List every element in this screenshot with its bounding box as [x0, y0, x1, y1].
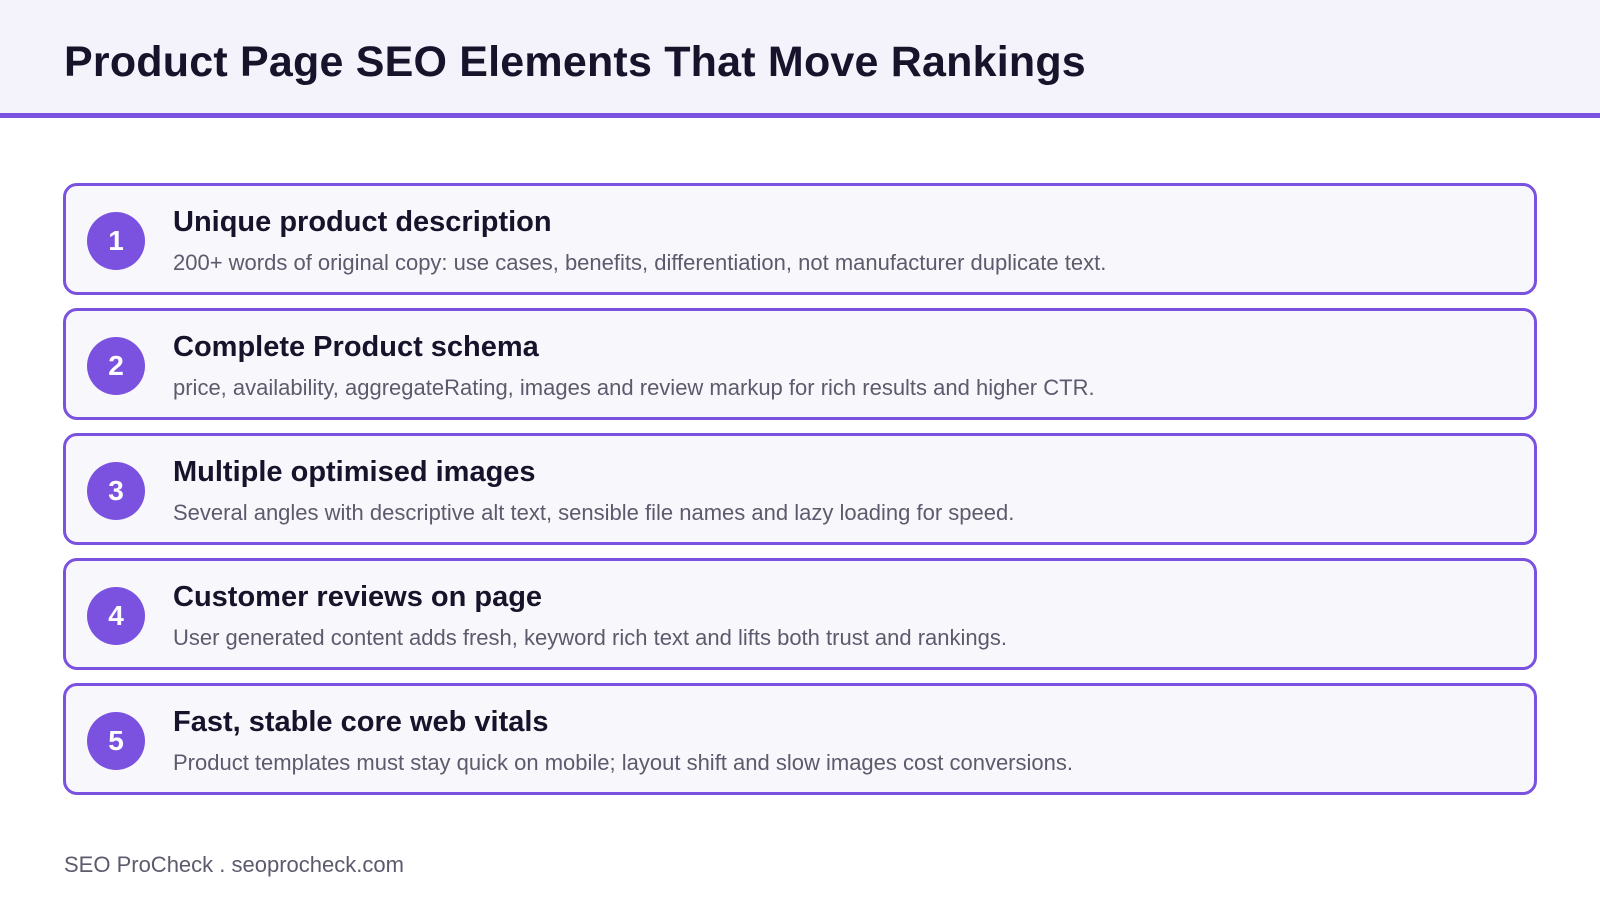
- number-badge: 2: [87, 337, 145, 395]
- list-item-product-schema: 2 Complete Product schema price, availab…: [63, 308, 1537, 420]
- list-item-core-web-vitals: 5 Fast, stable core web vitals Product t…: [63, 683, 1537, 795]
- item-title: Fast, stable core web vitals: [173, 706, 549, 738]
- item-description: Several angles with descriptive alt text…: [173, 500, 1015, 525]
- page-title: Product Page SEO Elements That Move Rank…: [64, 38, 1086, 86]
- item-title: Complete Product schema: [173, 331, 539, 363]
- list-item-customer-reviews: 4 Customer reviews on page User generate…: [63, 558, 1537, 670]
- list-item-optimised-images: 3 Multiple optimised images Several angl…: [63, 433, 1537, 545]
- item-description: 200+ words of original copy: use cases, …: [173, 250, 1107, 275]
- header-bar: Product Page SEO Elements That Move Rank…: [0, 0, 1600, 118]
- seo-elements-list: 1 Unique product description 200+ words …: [63, 183, 1537, 808]
- item-title: Unique product description: [173, 206, 552, 238]
- item-title: Multiple optimised images: [173, 456, 536, 488]
- item-title: Customer reviews on page: [173, 581, 543, 613]
- number-badge: 3: [87, 462, 145, 520]
- item-description: price, availability, aggregateRating, im…: [173, 375, 1095, 400]
- footer-credit: SEO ProCheck . seoprocheck.com: [64, 852, 404, 877]
- item-description: Product templates must stay quick on mob…: [173, 750, 1073, 775]
- number-badge: 4: [87, 587, 145, 645]
- number-badge: 1: [87, 212, 145, 270]
- item-description: User generated content adds fresh, keywo…: [173, 625, 1008, 650]
- number-badge: 5: [87, 712, 145, 770]
- list-item-unique-description: 1 Unique product description 200+ words …: [63, 183, 1537, 295]
